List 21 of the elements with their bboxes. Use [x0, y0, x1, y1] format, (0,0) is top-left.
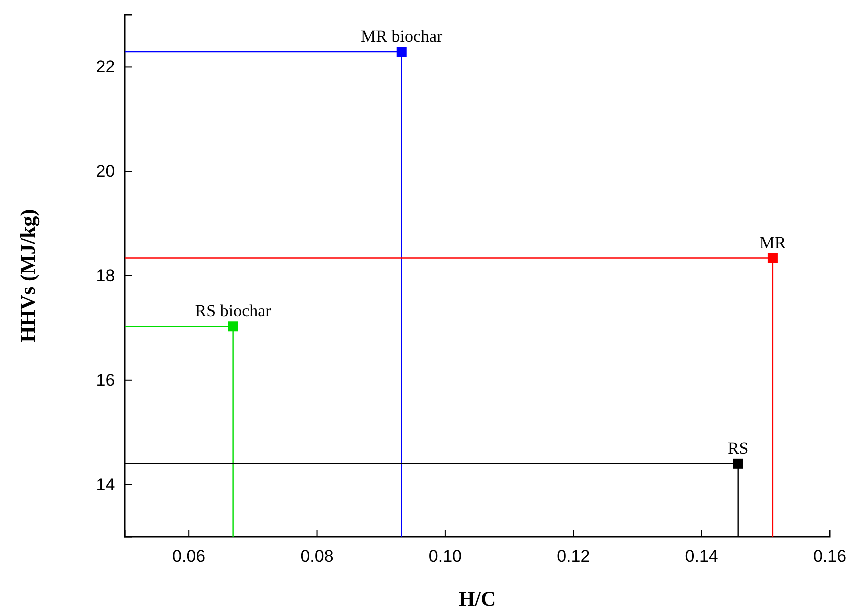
y-axis-title: HHVs (MJ/kg)	[16, 209, 40, 343]
y-tick-label: 16	[96, 370, 116, 390]
point	[396, 47, 407, 58]
series-label: RS biochar	[195, 302, 272, 321]
x-tick-label: 0.06	[172, 547, 206, 566]
point	[228, 322, 238, 332]
x-axis-title: H/C	[458, 587, 496, 611]
point	[733, 458, 744, 469]
y-tick-label: 22	[96, 58, 116, 77]
series-label: MR	[760, 233, 787, 252]
series-label: MR biochar	[361, 27, 444, 46]
x-tick-label: 0.10	[428, 547, 462, 566]
x-tick-label: 0.12	[557, 547, 590, 566]
y-tick-label: 14	[96, 475, 116, 494]
point	[768, 253, 778, 264]
y-tick-label: 18	[96, 266, 116, 286]
x-tick-label: 0.14	[685, 547, 718, 566]
series-label: RS	[728, 438, 749, 458]
y-tick-label: 20	[96, 162, 116, 182]
x-tick-label: 0.16	[813, 547, 847, 566]
x-tick-label: 0.08	[300, 547, 334, 566]
